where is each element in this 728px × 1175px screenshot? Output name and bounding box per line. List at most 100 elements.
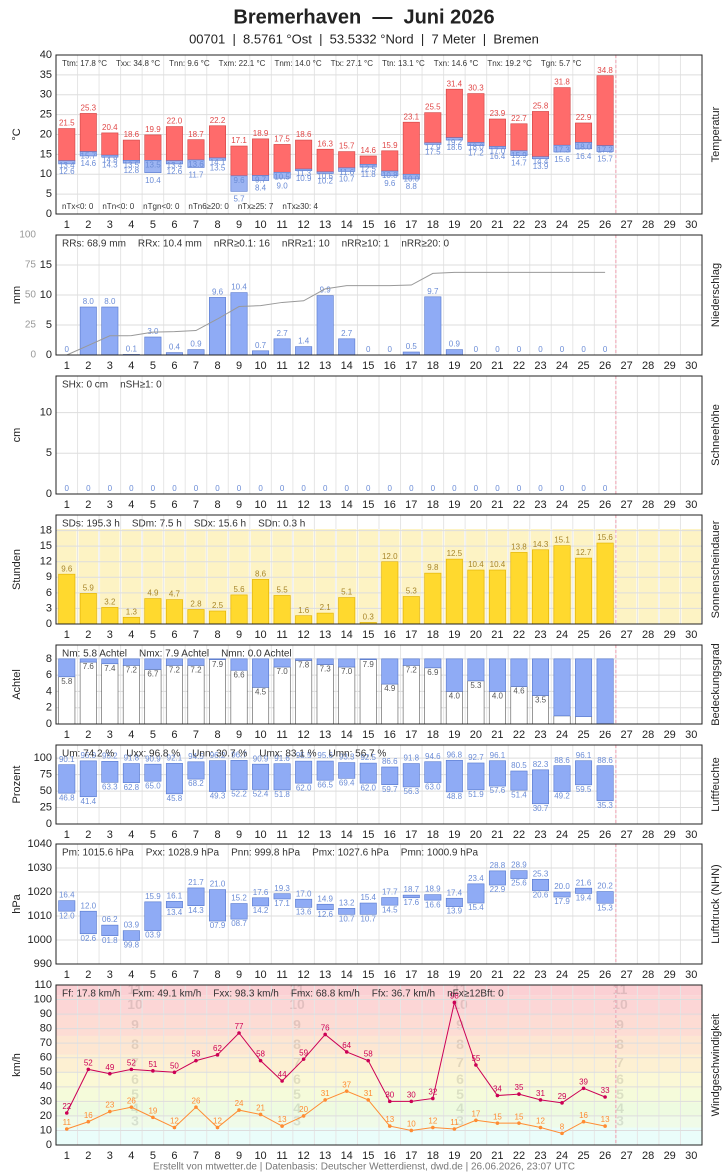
range-bar: [488, 870, 506, 886]
x-tick-label: 13: [319, 969, 331, 981]
cumulative-line: [66, 271, 606, 356]
y-tick-label: 15: [40, 148, 52, 160]
beaufort-label: 6: [131, 1071, 139, 1087]
y-tick-label: 1000: [28, 934, 52, 946]
range-bar: [553, 87, 571, 146]
point: [323, 1032, 327, 1037]
value-label: 62.8: [124, 783, 140, 792]
value-label: 11: [450, 1118, 459, 1127]
value-label: 0: [108, 484, 113, 493]
x-tick-label: 23: [534, 629, 546, 641]
range-bar: [359, 155, 377, 165]
value-label: 7.8: [298, 661, 310, 670]
value-label: 29: [558, 1092, 567, 1101]
x-tick-label: 3: [107, 360, 113, 372]
value-label: 10.8: [382, 171, 398, 180]
range-bar: [316, 148, 334, 173]
x-tick-label: 4: [128, 499, 134, 511]
value-label: 12: [213, 1117, 222, 1126]
point: [495, 1121, 500, 1125]
x-tick-label: 7: [193, 629, 199, 641]
panel-title: Schneehöhe: [710, 404, 722, 466]
x-tick-label: 1: [64, 729, 70, 741]
point: [560, 1131, 564, 1136]
panel-title: Windgeschwindigkeit: [710, 1014, 722, 1117]
value-label: 7.0: [341, 667, 353, 676]
x-tick-label: 18: [427, 829, 439, 841]
value-label: 0: [603, 345, 608, 354]
x-tick-label: 4: [128, 360, 134, 372]
beaufort-label: 10: [612, 996, 628, 1012]
value-label: 20: [299, 1105, 308, 1114]
value-label: 16.6: [425, 900, 441, 909]
value-label: 65.0: [145, 781, 161, 790]
x-tick-label: 14: [341, 219, 353, 231]
x-tick-label: 5: [150, 499, 156, 511]
value-label: 14.3: [102, 160, 118, 169]
summary-stat: nSH≥1: 0: [120, 380, 162, 391]
value-label: 1.0: [556, 716, 568, 725]
value-label: 6.6: [233, 670, 245, 679]
value-label: 7.9: [212, 660, 224, 669]
x-tick-label: 12: [298, 360, 310, 372]
x-tick-label: 23: [534, 1150, 546, 1162]
point: [517, 1092, 521, 1096]
x-tick-label: 7: [193, 829, 199, 841]
beaufort-label: 5: [293, 1086, 301, 1102]
value-label: 18.7: [404, 885, 420, 894]
x-tick-label: 10: [254, 1150, 266, 1162]
summary-stat: Ff: 17.8 km/h: [62, 989, 120, 1000]
value-label: 22.0: [167, 117, 183, 126]
y-tick-label: 90: [40, 1008, 52, 1020]
value-label: 17.6: [404, 898, 420, 907]
point: [86, 1067, 91, 1072]
value-label: 62.0: [360, 783, 376, 792]
range-bar: [58, 764, 76, 794]
range-bar: [553, 144, 571, 153]
x-tick-label: 5: [150, 219, 156, 231]
y-tick-label: 80: [40, 1023, 52, 1035]
y-tick-label: 2: [46, 702, 52, 714]
value-label: 13.6: [296, 907, 312, 916]
point: [603, 1095, 607, 1099]
value-label: 16: [579, 1111, 588, 1120]
bar: [510, 552, 528, 625]
value-label: 28.9: [511, 861, 527, 870]
range-bar: [122, 763, 140, 783]
summary-stat: Umx: 83.1 %: [259, 749, 316, 760]
value-label: 63.3: [102, 782, 118, 791]
value-label: 92.1: [167, 753, 183, 762]
x-tick-label: 1: [64, 1150, 70, 1162]
bar: [532, 549, 549, 625]
value-label: 91.6: [274, 754, 290, 763]
value-label: 2.8: [190, 600, 202, 609]
x-tick-label: 17: [405, 360, 417, 372]
value-label: 12: [428, 1117, 437, 1126]
value-label: 20.6: [533, 891, 549, 900]
summary-stat: Tgn: 5.7 °C: [541, 59, 582, 68]
x-tick-label: 27: [621, 829, 633, 841]
x-tick-label: 7: [193, 1150, 199, 1162]
summary-stat: Pm: 1015.6 hPa: [62, 848, 134, 859]
day-light: [207, 529, 228, 624]
x-tick-label: 11: [276, 499, 287, 511]
value-label: 9.6: [233, 176, 245, 185]
value-label: 86.6: [382, 757, 398, 766]
bar: [230, 292, 248, 356]
x-tick-label: 22: [513, 1150, 525, 1162]
value-label: 98: [450, 992, 459, 1001]
plot-frame: [55, 375, 703, 495]
y-axis-label: Prozent: [11, 766, 23, 804]
value-label: 17.9: [425, 143, 441, 152]
range-bar: [187, 887, 205, 906]
value-label: 15: [493, 1112, 502, 1121]
x-tick-label: 3: [107, 969, 113, 981]
y-tick-label: 0: [46, 618, 52, 630]
x-tick-label: 30: [685, 1150, 697, 1162]
x-tick-label: 24: [556, 499, 568, 511]
value-label: 0: [474, 345, 479, 354]
y-tick-label: 40: [40, 49, 52, 61]
x-tick-label: 26: [599, 360, 611, 372]
summary-stat: Ttn: 13.1 °C: [382, 59, 425, 68]
x-tick-label: 16: [384, 729, 396, 741]
